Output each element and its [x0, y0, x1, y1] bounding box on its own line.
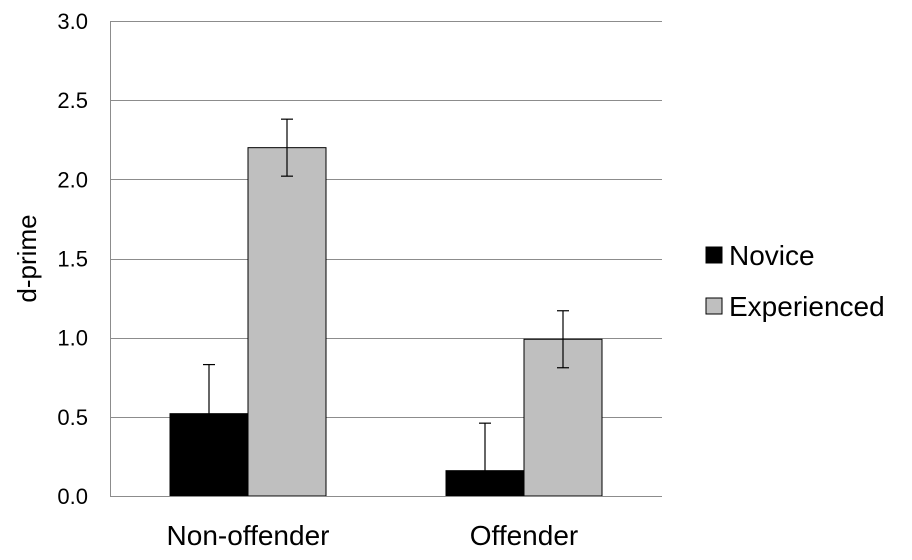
y-tick-label: 0.5: [57, 405, 88, 430]
category-labels: Non-offender Offender: [167, 520, 579, 551]
y-tick-label: 2.5: [57, 88, 88, 113]
y-tick-label: 2.0: [57, 167, 88, 192]
error-bar-experienced-offender: [557, 310, 569, 369]
error-bar-novice-non-offender: [203, 363, 215, 464]
bars: [169, 147, 603, 497]
legend-label: Experienced: [729, 291, 885, 322]
y-tick-label: 3.0: [57, 9, 88, 34]
legend-label: Novice: [729, 240, 815, 271]
legend-item-experienced: Experienced: [705, 291, 885, 322]
y-tick-label: 1.0: [57, 326, 88, 351]
axes: [110, 21, 662, 497]
error-bars: [203, 118, 569, 497]
bar-experienced-non-offender: [247, 147, 327, 497]
y-tick-label: 0.0: [57, 484, 88, 509]
category-label: Non-offender: [167, 520, 330, 551]
category-label: Offender: [470, 520, 578, 551]
y-tick-label: 1.5: [57, 247, 88, 272]
legend-item-novice: Novice: [705, 240, 815, 271]
legend-swatch: [705, 297, 723, 315]
legend-swatch: [705, 246, 723, 264]
y-axis-label: d-prime: [12, 214, 42, 302]
y-tick-labels: 0.0 0.5 1.0 1.5 2.0 2.5 3.0: [57, 9, 88, 509]
legend: Novice Experienced: [705, 240, 885, 322]
error-bar-experienced-non-offender: [281, 118, 293, 177]
